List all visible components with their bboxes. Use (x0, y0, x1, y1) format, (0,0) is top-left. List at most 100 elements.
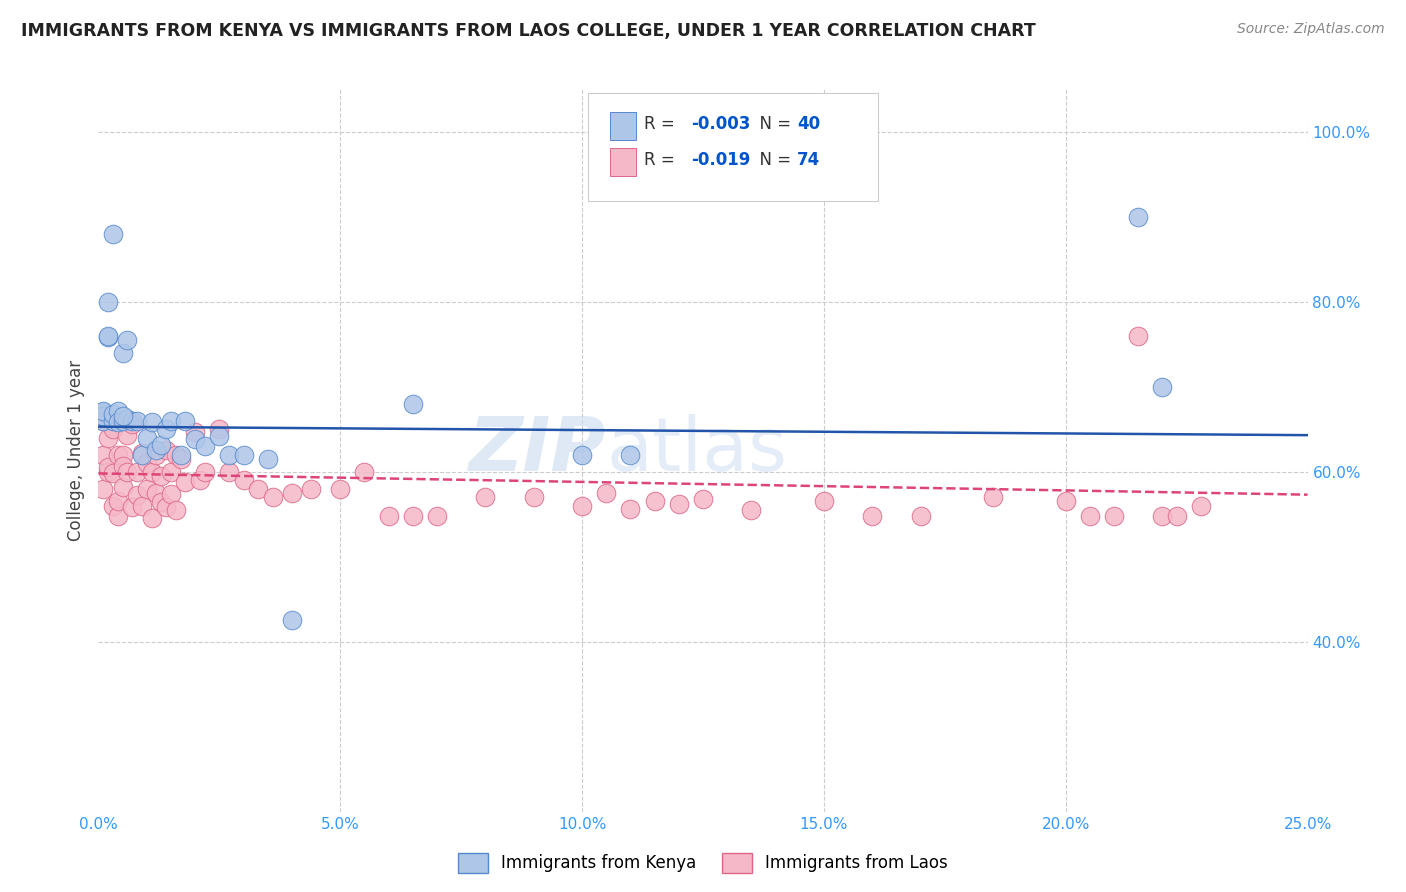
Point (218, 448, 240, 462)
Point (256, 452, 278, 467)
Legend: Immigrants from Kenya, Immigrants from Laos: Immigrants from Kenya, Immigrants from L… (451, 847, 955, 880)
Point (353, 465, 375, 479)
Point (150, 495, 173, 509)
FancyBboxPatch shape (588, 93, 879, 202)
Point (127, 414, 149, 428)
Point (692, 491, 714, 506)
Point (474, 490, 496, 504)
Point (247, 482, 270, 496)
Point (571, 499, 593, 513)
Point (107, 416, 129, 430)
Point (402, 508, 425, 523)
Point (97, 465, 120, 479)
Point (97, 294, 120, 309)
Point (1128, 328, 1150, 343)
Point (97, 330, 120, 344)
Text: N =: N = (749, 115, 796, 133)
Point (813, 494, 835, 508)
Point (174, 414, 197, 428)
Text: R =: R = (644, 115, 679, 133)
Point (97, 431, 120, 445)
Point (160, 487, 183, 501)
FancyBboxPatch shape (610, 148, 637, 176)
Point (131, 448, 153, 462)
Point (127, 488, 149, 502)
Text: -0.019: -0.019 (690, 151, 751, 169)
Point (145, 443, 167, 458)
Text: Source: ZipAtlas.com: Source: ZipAtlas.com (1237, 22, 1385, 37)
Point (208, 429, 231, 443)
Point (111, 448, 134, 462)
Point (1152, 508, 1174, 523)
Point (232, 448, 254, 462)
Point (107, 403, 129, 417)
Point (91, 409, 114, 424)
Point (644, 494, 666, 508)
Point (111, 414, 134, 428)
Point (160, 465, 183, 479)
Point (117, 333, 139, 347)
Point (121, 414, 143, 428)
Point (232, 473, 254, 487)
Point (165, 448, 187, 462)
Text: IMMIGRANTS FROM KENYA VS IMMIGRANTS FROM LAOS COLLEGE, UNDER 1 YEAR CORRELATION : IMMIGRANTS FROM KENYA VS IMMIGRANTS FROM… (21, 22, 1036, 40)
Point (218, 465, 240, 479)
Point (145, 486, 167, 500)
Point (981, 490, 1004, 504)
Point (188, 473, 211, 487)
Point (101, 227, 124, 241)
Point (141, 416, 163, 430)
Point (101, 407, 124, 421)
Point (377, 508, 399, 523)
Point (184, 433, 207, 447)
Point (1166, 508, 1188, 523)
Point (426, 508, 449, 523)
Point (150, 469, 173, 483)
Point (523, 490, 546, 504)
Point (174, 475, 197, 489)
Point (262, 490, 284, 504)
Point (910, 508, 932, 523)
Point (107, 508, 129, 523)
Text: -0.003: -0.003 (690, 115, 751, 133)
Point (1128, 210, 1150, 224)
Point (107, 448, 129, 462)
Point (165, 503, 187, 517)
Point (131, 499, 153, 513)
Point (169, 448, 191, 462)
Point (101, 467, 124, 481)
Point (155, 500, 177, 515)
Point (111, 345, 134, 359)
Point (668, 497, 690, 511)
Point (111, 409, 134, 424)
Point (571, 448, 593, 462)
Point (281, 486, 304, 500)
Point (91, 414, 114, 428)
Text: 74: 74 (797, 151, 821, 169)
Point (169, 452, 191, 467)
Point (160, 414, 183, 428)
Y-axis label: College, Under 1 year: College, Under 1 year (67, 359, 86, 541)
Point (141, 465, 163, 479)
Text: N =: N = (749, 151, 796, 169)
Point (121, 500, 143, 515)
Text: ZIP: ZIP (470, 414, 606, 487)
Point (860, 508, 883, 523)
Point (619, 502, 641, 516)
Point (1054, 494, 1077, 508)
Point (194, 465, 217, 479)
Point (184, 425, 207, 439)
Point (194, 439, 217, 453)
Point (107, 494, 129, 508)
Point (281, 614, 304, 628)
Point (91, 405, 114, 419)
Point (131, 446, 153, 460)
Point (1078, 508, 1101, 523)
Point (135, 456, 157, 470)
Point (97, 328, 120, 343)
Point (91, 448, 114, 462)
Point (145, 448, 167, 462)
Point (117, 428, 139, 442)
Point (150, 437, 173, 451)
FancyBboxPatch shape (610, 112, 637, 140)
